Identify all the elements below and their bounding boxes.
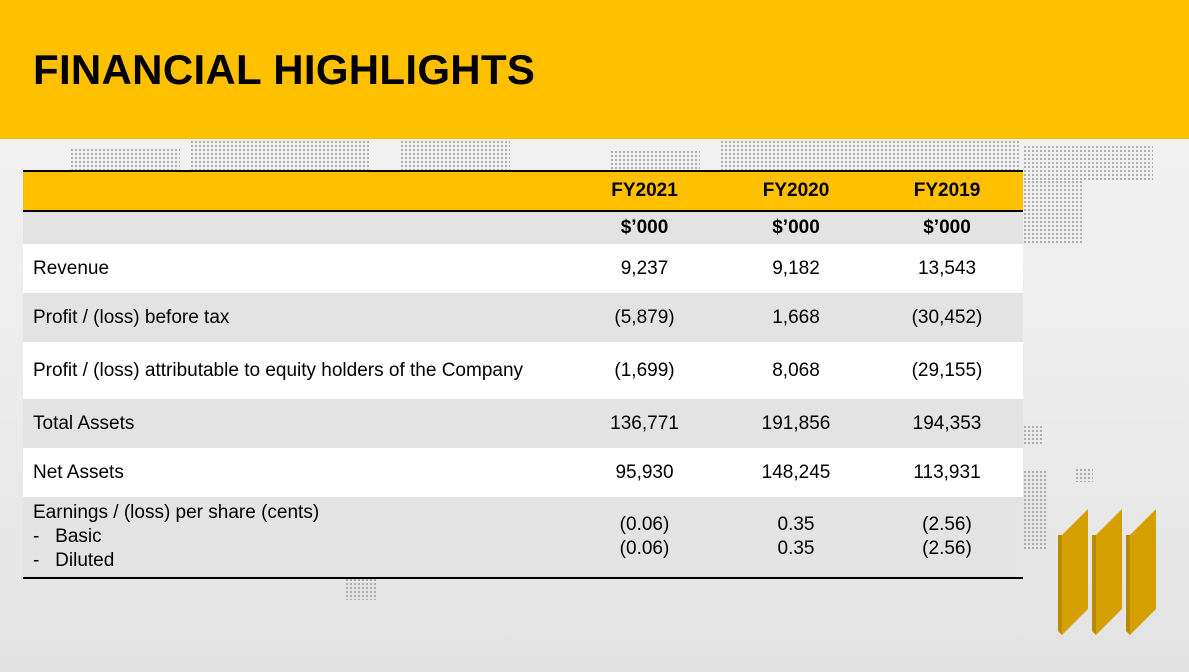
- units-cell: $’000: [871, 211, 1023, 244]
- value-cell: (29,155): [871, 342, 1023, 399]
- eps-diluted-value: 0.35: [777, 538, 815, 559]
- table-header-row: FY2021 FY2020 FY2019: [23, 170, 1023, 212]
- units-cell: [23, 211, 568, 244]
- table-row-eps: Earnings / (loss) per share (cents) - Ba…: [23, 497, 1023, 579]
- column-header: [23, 170, 568, 212]
- value-cell: 1,668: [721, 293, 871, 342]
- eps-basic-value: 0.35: [777, 514, 815, 535]
- eps-basic-value: (2.56): [922, 514, 972, 535]
- logo-bar-left-edge: [1058, 535, 1062, 635]
- logo-bar-middle: [1096, 509, 1122, 635]
- value-cell: (30,452): [871, 293, 1023, 342]
- logo-bar-right: [1130, 509, 1156, 635]
- row-label: Profit / (loss) attributable to equity h…: [23, 342, 568, 399]
- value-cell: 191,856: [721, 399, 871, 448]
- table-row-net-assets: Net Assets 95,930 148,245 113,931: [23, 448, 1023, 497]
- table-row-profit-attributable: Profit / (loss) attributable to equity h…: [23, 342, 1023, 399]
- logo-bar-middle-edge: [1092, 535, 1096, 635]
- value-cell: 9,237: [568, 244, 721, 293]
- eps-label: Earnings / (loss) per share (cents): [33, 502, 320, 523]
- value-cell: 148,245: [721, 448, 871, 497]
- logo-bar-left: [1062, 509, 1088, 635]
- value-cell: 13,543: [871, 244, 1023, 293]
- logo-bar-right-edge: [1126, 535, 1130, 635]
- value-cell: 194,353: [871, 399, 1023, 448]
- value-cell: (1,699): [568, 342, 721, 399]
- units-cell: $’000: [721, 211, 871, 244]
- row-label: Net Assets: [23, 448, 568, 497]
- column-header-fy2020: FY2020: [721, 170, 871, 212]
- row-label-eps: Earnings / (loss) per share (cents) - Ba…: [23, 497, 568, 579]
- company-logo: [1058, 509, 1156, 635]
- financial-table-container: FY2021 FY2020 FY2019 $’000 $’000 $’000 R…: [23, 170, 1023, 579]
- value-cell: 95,930: [568, 448, 721, 497]
- column-header-fy2019: FY2019: [871, 170, 1023, 212]
- row-label: Profit / (loss) before tax: [23, 293, 568, 342]
- column-header-fy2021: FY2021: [568, 170, 721, 212]
- value-cell: 9,182: [721, 244, 871, 293]
- eps-diluted-value: (2.56): [922, 538, 972, 559]
- row-label: Revenue: [23, 244, 568, 293]
- eps-basic-value: (0.06): [619, 514, 670, 535]
- value-cell: 0.35 0.35: [721, 497, 871, 579]
- value-cell: (2.56) (2.56): [871, 497, 1023, 579]
- value-cell: (5,879): [568, 293, 721, 342]
- value-cell: 8,068: [721, 342, 871, 399]
- eps-diluted-value: (0.06): [619, 538, 670, 559]
- value-cell: 136,771: [568, 399, 721, 448]
- row-label: Total Assets: [23, 399, 568, 448]
- table-row-total-assets: Total Assets 136,771 191,856 194,353: [23, 399, 1023, 448]
- value-cell: (0.06) (0.06): [568, 497, 721, 579]
- table-row-revenue: Revenue 9,237 9,182 13,543: [23, 244, 1023, 293]
- eps-diluted-label: - Diluted: [33, 550, 115, 571]
- table-row-profit-before-tax: Profit / (loss) before tax (5,879) 1,668…: [23, 293, 1023, 342]
- units-row: $’000 $’000 $’000: [23, 211, 1023, 244]
- units-cell: $’000: [568, 211, 721, 244]
- value-cell: 113,931: [871, 448, 1023, 497]
- page-title: FINANCIAL HIGHLIGHTS: [33, 46, 536, 93]
- financial-highlights-table: FY2021 FY2020 FY2019 $’000 $’000 $’000 R…: [23, 170, 1023, 579]
- eps-basic-label: - Basic: [33, 526, 102, 547]
- header-band: FINANCIAL HIGHLIGHTS: [0, 0, 1189, 139]
